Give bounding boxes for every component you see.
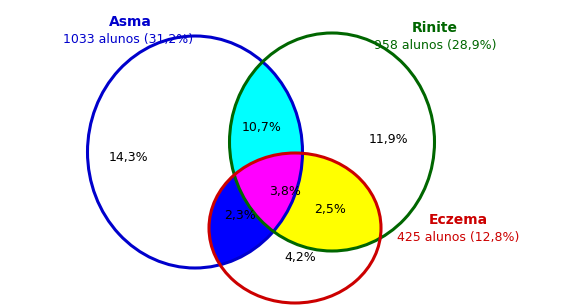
Text: 4,2%: 4,2% <box>284 252 316 264</box>
Text: 11,9%: 11,9% <box>368 134 408 146</box>
Text: Eczema: Eczema <box>429 213 488 227</box>
Text: Rinite: Rinite <box>412 21 458 35</box>
Text: 425 alunos (12,8%): 425 alunos (12,8%) <box>397 231 519 245</box>
Text: 1033 alunos (31,2%): 1033 alunos (31,2%) <box>63 34 193 46</box>
Text: 2,5%: 2,5% <box>314 203 346 217</box>
Text: 2,3%: 2,3% <box>224 209 256 221</box>
Text: 958 alunos (28,9%): 958 alunos (28,9%) <box>374 40 496 52</box>
Text: Asma: Asma <box>109 15 151 29</box>
Text: 10,7%: 10,7% <box>242 121 282 135</box>
Text: 3,8%: 3,8% <box>269 185 301 199</box>
Text: 14,3%: 14,3% <box>108 152 148 164</box>
